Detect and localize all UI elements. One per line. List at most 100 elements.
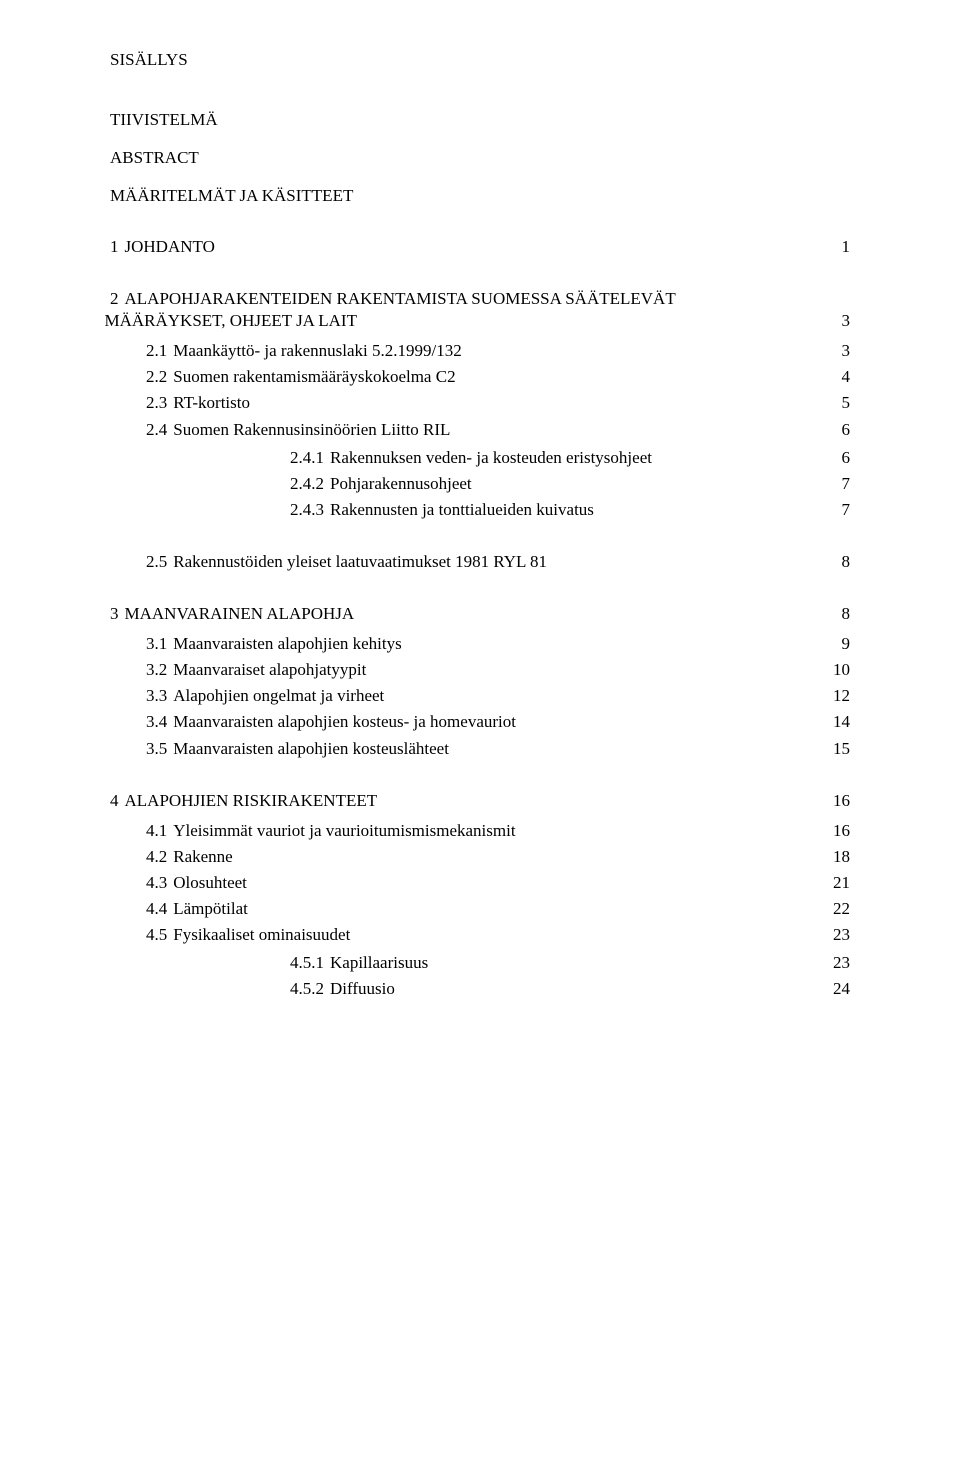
toc-page: 6	[810, 447, 850, 469]
toc-num: 4.5.1	[290, 952, 330, 974]
toc-page: 16	[810, 790, 850, 812]
toc-label-line2: MÄÄRÄYKSET, OHJEET JA LAIT	[105, 310, 811, 332]
toc-row: 2.4 Suomen Rakennusinsinöörien Liitto RI…	[146, 419, 850, 441]
toc-num: 4.2	[146, 846, 173, 868]
toc-row: 2 ALAPOHJARAKENTEIDEN RAKENTAMISTA SUOME…	[110, 288, 850, 332]
page-title: SISÄLLYS	[110, 50, 850, 70]
toc-label: Maanvaraisten alapohjien kehitys	[173, 633, 810, 655]
toc-row: 1 JOHDANTO 1	[110, 236, 850, 258]
toc-row: 2.4.1 Rakennuksen veden- ja kosteuden er…	[290, 447, 850, 469]
toc-num: 3.2	[146, 659, 173, 681]
toc-page: 7	[810, 499, 850, 521]
toc-num: 2.2	[146, 366, 173, 388]
toc-label: Maanvaraisten alapohjien kosteuslähteet	[173, 738, 810, 760]
toc-row: 4.4 Lämpötilat 22	[146, 898, 850, 920]
toc-page: 10	[810, 659, 850, 681]
toc-row: 4.5.1 Kapillaarisuus 23	[290, 952, 850, 974]
toc-num: 1	[110, 236, 125, 258]
toc-label: Olosuhteet	[173, 872, 810, 894]
toc-label: RT-kortisto	[173, 392, 810, 414]
toc-num: 2.4	[146, 419, 173, 441]
toc-num: 4.4	[146, 898, 173, 920]
toc-page: 22	[810, 898, 850, 920]
toc-row: 2.4.3 Rakennusten ja tonttialueiden kuiv…	[290, 499, 850, 521]
toc-page: 9	[810, 633, 850, 655]
toc-num: 2.5	[146, 551, 173, 573]
toc-label: ALAPOHJIEN RISKIRAKENTEET	[125, 790, 811, 812]
toc-row: 3.5 Maanvaraisten alapohjien kosteusläht…	[146, 738, 850, 760]
toc-label: Pohjarakennusohjeet	[330, 473, 810, 495]
toc-page: 1	[810, 236, 850, 258]
toc-label: Lämpötilat	[173, 898, 810, 920]
toc-page: 8	[810, 603, 850, 625]
toc-group: 2.1 Maankäyttö- ja rakennuslaki 5.2.1999…	[110, 340, 850, 440]
heading-tiivistelma: TIIVISTELMÄ	[110, 110, 850, 130]
toc-page: 24	[810, 978, 850, 1000]
toc-group: 4.5.1 Kapillaarisuus 23 4.5.2 Diffuusio …	[110, 952, 850, 1000]
toc-row: 3.4 Maanvaraisten alapohjien kosteus- ja…	[146, 711, 850, 733]
toc-row: 3.1 Maanvaraisten alapohjien kehitys 9	[146, 633, 850, 655]
toc-row: 4.5.2 Diffuusio 24	[290, 978, 850, 1000]
toc-label: Alapohjien ongelmat ja virheet	[173, 685, 810, 707]
toc-label: Rakennusten ja tonttialueiden kuivatus	[330, 499, 810, 521]
toc-label: Fysikaaliset ominaisuudet	[173, 924, 810, 946]
toc-group: 3.1 Maanvaraisten alapohjien kehitys 9 3…	[110, 633, 850, 759]
toc-label: Suomen Rakennusinsinöörien Liitto RIL	[173, 419, 810, 441]
toc-label: Rakennuksen veden- ja kosteuden eristyso…	[330, 447, 810, 469]
toc-page: 14	[810, 711, 850, 733]
toc-num: 2.4.1	[290, 447, 330, 469]
toc-num: 2	[110, 288, 125, 310]
toc-label: Suomen rakentamismääräyskokoelma C2	[173, 366, 810, 388]
toc-row: 4.5 Fysikaaliset ominaisuudet 23	[146, 924, 850, 946]
toc-page: 3	[810, 340, 850, 362]
toc-num: 2.4.2	[290, 473, 330, 495]
toc-page: 3	[810, 310, 850, 332]
toc-label: Maanvaraiset alapohjatyypit	[173, 659, 810, 681]
toc-num: 3.4	[146, 711, 173, 733]
toc-label: Kapillaarisuus	[330, 952, 810, 974]
toc-label: Maanvaraisten alapohjien kosteus- ja hom…	[173, 711, 810, 733]
toc-label: MAANVARAINEN ALAPOHJA	[125, 603, 811, 625]
toc-row: 4.2 Rakenne 18	[146, 846, 850, 868]
toc-row: 2.1 Maankäyttö- ja rakennuslaki 5.2.1999…	[146, 340, 850, 362]
toc-page: 18	[810, 846, 850, 868]
toc-label: Rakennustöiden yleiset laatuvaatimukset …	[173, 551, 810, 573]
toc-page: 12	[810, 685, 850, 707]
heading-maaritelmat: MÄÄRITELMÄT JA KÄSITTEET	[110, 186, 850, 206]
toc-page: 8	[810, 551, 850, 573]
toc-row: 2.5 Rakennustöiden yleiset laatuvaatimuk…	[146, 551, 850, 573]
toc-label: Maankäyttö- ja rakennuslaki 5.2.1999/132	[173, 340, 810, 362]
toc-page: 5	[810, 392, 850, 414]
toc-num: 3.5	[146, 738, 173, 760]
toc-num: 4.1	[146, 820, 173, 842]
toc-page: 16	[810, 820, 850, 842]
toc-row: 2.4.2 Pohjarakennusohjeet 7	[290, 473, 850, 495]
toc-num: 2.1	[146, 340, 173, 362]
toc-page: 6	[810, 419, 850, 441]
toc-row: 2.3 RT-kortisto 5	[146, 392, 850, 414]
toc-label: JOHDANTO	[125, 236, 811, 258]
toc-row: 4 ALAPOHJIEN RISKIRAKENTEET 16	[110, 790, 850, 812]
toc-group: 2.4.1 Rakennuksen veden- ja kosteuden er…	[110, 447, 850, 521]
heading-abstract: ABSTRACT	[110, 148, 850, 168]
toc-num: 4.5	[146, 924, 173, 946]
toc-row: 4.1 Yleisimmät vauriot ja vaurioitumismi…	[146, 820, 850, 842]
toc-label: Rakenne	[173, 846, 810, 868]
toc-page: 15	[810, 738, 850, 760]
toc-row: 3 MAANVARAINEN ALAPOHJA 8	[110, 603, 850, 625]
toc-page: 23	[810, 952, 850, 974]
toc-label: Yleisimmät vauriot ja vaurioitumismismek…	[173, 820, 810, 842]
toc-page: 4	[810, 366, 850, 388]
toc-row: 3.3 Alapohjien ongelmat ja virheet 12	[146, 685, 850, 707]
toc-num: 3.3	[146, 685, 173, 707]
toc-row: 2.2 Suomen rakentamismääräyskokoelma C2 …	[146, 366, 850, 388]
toc-page: 7	[810, 473, 850, 495]
toc-num: 4	[110, 790, 125, 812]
toc-num: 4.3	[146, 872, 173, 894]
toc-label-line1: ALAPOHJARAKENTEIDEN RAKENTAMISTA SUOMESS…	[125, 288, 811, 310]
toc-page: 21	[810, 872, 850, 894]
page: SISÄLLYS TIIVISTELMÄ ABSTRACT MÄÄRITELMÄ…	[0, 0, 960, 1470]
toc-num: 3.1	[146, 633, 173, 655]
toc-group: 4.1 Yleisimmät vauriot ja vaurioitumismi…	[110, 820, 850, 946]
toc-num: 3	[110, 603, 125, 625]
